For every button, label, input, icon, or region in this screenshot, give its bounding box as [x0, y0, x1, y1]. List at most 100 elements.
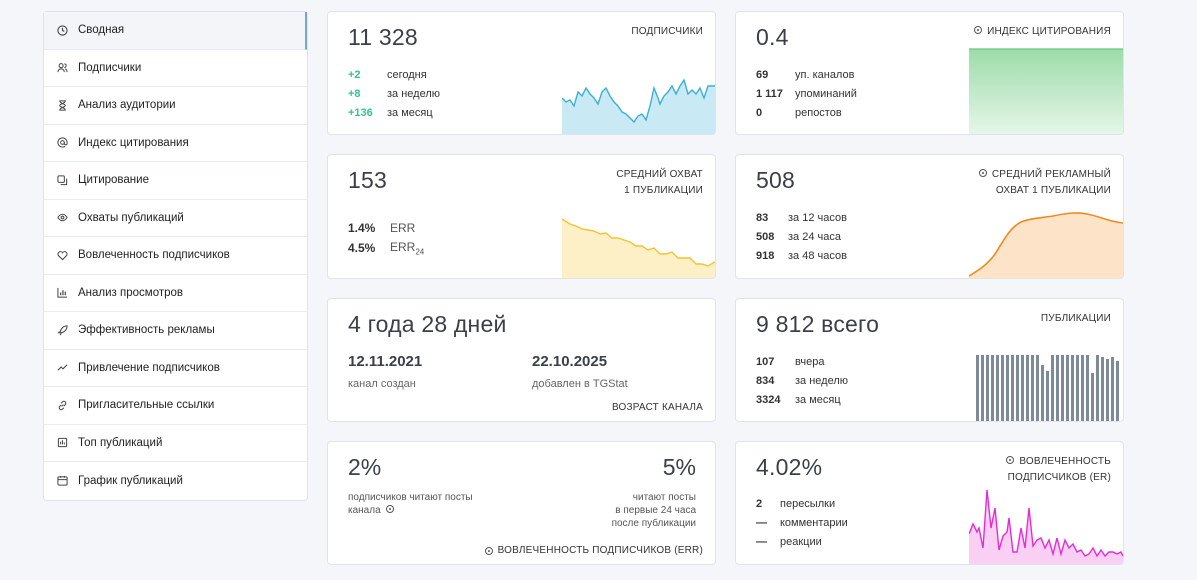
- channel-age-card[interactable]: 4 года 28 дней 12.11.2021 канал создан 2…: [327, 298, 716, 422]
- stat-label: за 48 часов: [788, 249, 847, 262]
- sidebar-item-acquisition[interactable]: Привлечение подписчиков: [44, 350, 307, 387]
- stat-label: за неделю: [795, 374, 849, 387]
- citation-card[interactable]: 0.4 ИНДЕКС ЦИТИРОВАНИЯ 69 уп. каналов 1 1…: [735, 11, 1124, 135]
- stat-value: +2: [348, 68, 361, 81]
- stat-label: за 12 часов: [788, 211, 847, 224]
- citation-stats: 69 уп. каналов 1 117 упоминаний 0 репостов: [756, 65, 857, 122]
- subscribers-count: 11 328: [348, 24, 418, 50]
- created-label: канал создан: [348, 378, 416, 390]
- trend-icon: [56, 362, 68, 374]
- publications-stats: 107 вчера 834 за неделю 3324 за месяц: [756, 352, 848, 409]
- stat-row: 69 уп. каналов: [756, 65, 857, 84]
- sidebar-item-label: Индекс цитирования: [78, 136, 189, 149]
- stat-label: упоминаний: [795, 87, 857, 100]
- er-stat-label: реакции: [780, 535, 822, 548]
- er-stat-label: комментарии: [780, 516, 848, 529]
- avg-ad-reach-card[interactable]: 508 СРЕДНИЙ РЕКЛАМНЫЙ ОХВАТ 1 ПУБЛИКАЦИИ …: [735, 154, 1124, 279]
- err24-row: 4.5% ERR24: [348, 238, 424, 258]
- read-err-card[interactable]: 2% 5% подписчиков читают посты канала чи…: [327, 441, 716, 565]
- sidebar-item-label: Анализ просмотров: [78, 286, 184, 299]
- er-title: ВОВЛЕЧЕННОСТЬ ПОДПИСЧИКОВ (ER): [1006, 454, 1111, 486]
- citation-title: ИНДЕКС ЦИТИРОВАНИЯ: [974, 24, 1111, 40]
- title-line-text: ВОВЛЕЧЕННОСТЬ: [1019, 456, 1111, 467]
- hourglass-icon: [56, 99, 68, 111]
- sidebar-nav: Сводная Подписчики Анализ аудитории Инде…: [43, 11, 308, 501]
- sidebar-item-label: Подписчики: [78, 61, 142, 74]
- er-stat-value: 2: [756, 497, 763, 510]
- sidebar-item-label: Топ публикаций: [78, 436, 163, 449]
- sidebar-item-audience[interactable]: Анализ аудитории: [44, 87, 307, 125]
- publications-bar-chart: [976, 355, 1119, 421]
- stat-row: 83 за 12 часов: [756, 208, 847, 227]
- link-icon: [56, 399, 68, 411]
- caption-line: после публикации: [611, 518, 696, 529]
- read-right-value: 5%: [662, 454, 696, 480]
- err-stats: 1.4% ERR 4.5% ERR24: [348, 218, 424, 258]
- sidebar-item-subscribers[interactable]: Подписчики: [44, 50, 307, 87]
- sidebar-item-label: Сводная: [78, 24, 125, 37]
- title-line-text: СРЕДНИЙ РЕКЛАМНЫЙ: [991, 169, 1111, 180]
- heart-icon: [56, 249, 68, 261]
- er-stats: 2 пересылки — комментарии — реакции: [756, 494, 848, 551]
- stat-row: +8 за неделю: [348, 84, 440, 103]
- stat-label: за месяц: [387, 106, 433, 119]
- avg-reach-value: 153: [348, 167, 387, 193]
- publications-count: 9 812: [756, 311, 815, 337]
- er-sparkline: [969, 489, 1123, 564]
- title-line: СРЕДНИЙ ОХВАТ: [616, 169, 703, 180]
- er-row: — комментарии: [756, 513, 848, 532]
- avg-ad-reach-value: 508: [756, 167, 795, 193]
- caption-line: в первые 24 часа: [615, 505, 696, 516]
- read-left-value: 2%: [348, 454, 382, 480]
- subscribers-sparkline: [562, 78, 715, 134]
- info-icon[interactable]: [974, 26, 983, 34]
- citation-index-value: 0.4: [756, 24, 789, 50]
- publications-card[interactable]: 9 812 всего ПУБЛИКАЦИИ 107 вчера 834 за не…: [735, 298, 1124, 422]
- read-right-caption: читают посты в первые 24 часа после публ…: [612, 491, 696, 530]
- sidebar-item-reach[interactable]: Охваты публикаций: [44, 200, 307, 237]
- sidebar-item-engagement[interactable]: Вовлеченность подписчиков: [44, 237, 307, 275]
- info-icon[interactable]: [484, 546, 493, 555]
- stat-row: +2 сегодня: [348, 65, 440, 84]
- err24-subscript: 24: [415, 247, 425, 257]
- err24-label-text: ERR: [390, 239, 416, 254]
- stat-value: 508: [756, 230, 775, 243]
- sidebar-item-summary[interactable]: Сводная: [44, 12, 307, 50]
- avg-reach-card[interactable]: 153 СРЕДНИЙ ОХВАТ 1 ПУБЛИКАЦИИ 1.4% ERR 4.…: [327, 154, 716, 279]
- sidebar-item-citation-index[interactable]: Индекс цитирования: [44, 125, 307, 162]
- subscribers-stats: +2 сегодня +8 за неделю +136 за месяц: [348, 65, 440, 122]
- quote-icon: [56, 174, 68, 186]
- subscribers-card[interactable]: 11 328 ПОДПИСЧИКИ +2 сегодня +8 за неделю …: [327, 11, 716, 135]
- added-col: 22.10.2025 добавлен в TGStat: [532, 353, 715, 390]
- stat-row: 3324 за месяц: [756, 390, 848, 409]
- er-card[interactable]: 4.02% ВОВЛЕЧЕННОСТЬ ПОДПИСЧИКОВ (ER) 2 пер…: [735, 441, 1124, 565]
- sidebar-item-views[interactable]: Анализ просмотров: [44, 275, 307, 312]
- sidebar-item-invite-links[interactable]: Пригласительные ссылки: [44, 387, 307, 425]
- avg-reach-sparkline: [562, 218, 715, 278]
- summary-icon: [56, 24, 68, 36]
- info-icon[interactable]: [386, 505, 395, 513]
- sidebar-item-top-posts[interactable]: Топ публикаций: [44, 425, 307, 462]
- stat-value: +136: [348, 106, 373, 119]
- er-stat-label: пересылки: [780, 497, 836, 510]
- channel-age-footer: ВОЗРАСТ КАНАЛА: [611, 402, 703, 413]
- sidebar-item-ad-efficiency[interactable]: Эффективность рекламы: [44, 312, 307, 350]
- info-icon[interactable]: [978, 169, 987, 177]
- at-icon: [56, 137, 68, 149]
- created-date: 12.11.2021: [348, 353, 423, 370]
- stat-row: +136 за месяц: [348, 103, 440, 122]
- stat-value: 834: [756, 374, 775, 387]
- sidebar-item-post-schedule[interactable]: График публикаций: [44, 462, 307, 500]
- bar-chart-icon: [56, 287, 68, 299]
- users-icon: [56, 62, 68, 74]
- info-icon[interactable]: [1006, 456, 1015, 464]
- citation-area-chart: [969, 48, 1123, 134]
- caption-line: читают посты: [632, 492, 696, 503]
- eye-icon: [56, 212, 68, 224]
- rocket-icon: [56, 324, 68, 336]
- stat-value: 1 117: [756, 87, 783, 100]
- caption-line: подписчиков читают посты: [348, 492, 473, 503]
- sidebar-item-citing[interactable]: Цитирование: [44, 162, 307, 200]
- stat-label: за 24 часа: [788, 230, 841, 243]
- er-row: 2 пересылки: [756, 494, 848, 513]
